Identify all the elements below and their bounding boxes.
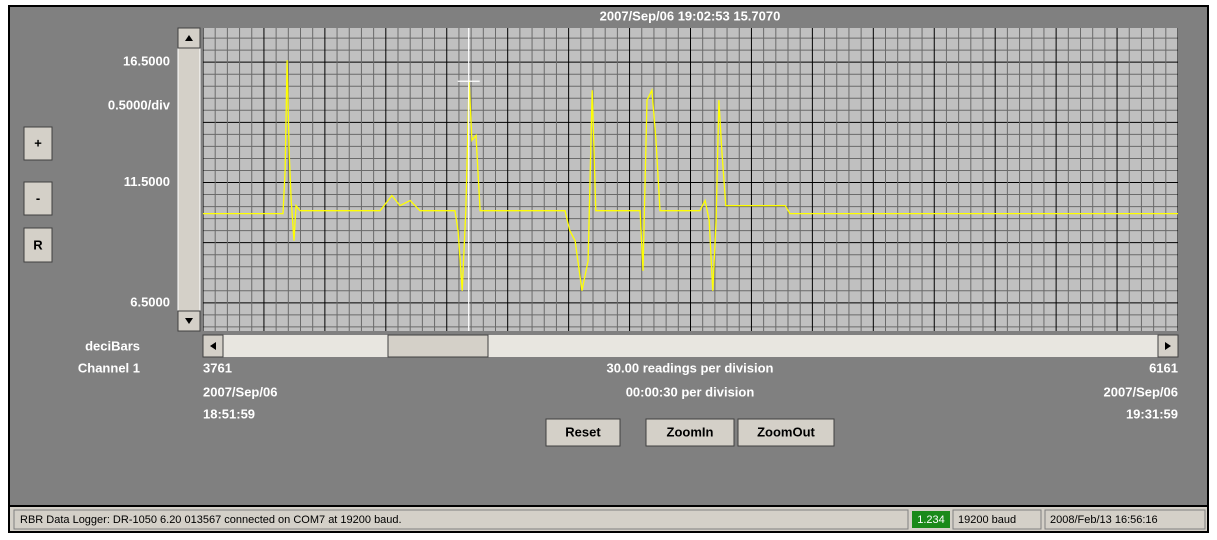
status-field: [952, 509, 1042, 530]
status-field: [1044, 509, 1206, 530]
button-label: -: [36, 190, 40, 205]
bottom-buttons: Reset ZoomIn ZoomOut: [545, 418, 835, 447]
arrow-left: [210, 342, 216, 350]
button-label: Reset: [565, 424, 601, 439]
status-message: RBR Data Logger: DR-1050 6.20 013567 con…: [20, 514, 402, 526]
start-time: 18:51:59: [203, 406, 255, 421]
start-date: 2007/Sep/06: [203, 384, 277, 399]
x-tick-label: 6161: [1149, 360, 1178, 375]
button-face[interactable]: [645, 418, 735, 447]
status-clock: 2008/Feb/13 16:56:16: [1050, 514, 1158, 526]
end-date: 2007/Sep/06: [1104, 384, 1178, 399]
reset-y-button[interactable]: R: [23, 227, 53, 263]
zoom-in-button[interactable]: +: [23, 126, 53, 161]
h-scroll-track: [203, 335, 1178, 357]
y-tick-label: 11.5000: [124, 174, 170, 189]
status-field: [13, 509, 909, 530]
cursor-readout: 2007/Sep/06 19:02:53 15.7070: [600, 8, 781, 23]
button-face[interactable]: [23, 227, 53, 263]
y-per-div: 0.5000/div: [108, 97, 171, 112]
h-scroll-thumb[interactable]: [387, 334, 489, 358]
grid: [203, 28, 1178, 331]
x-tick-label: 3761: [203, 360, 232, 375]
y-axis-label: deciBars: [85, 338, 140, 353]
trace: [203, 60, 1178, 291]
arrow-right: [1165, 342, 1171, 350]
channel: Channel 1: [78, 360, 140, 375]
v-scrollbar[interactable]: [177, 27, 201, 332]
reset-button[interactable]: Reset: [545, 418, 621, 447]
status-reading: 1.234: [917, 514, 945, 526]
reading-box: [912, 511, 950, 528]
arrow-up: [185, 35, 193, 41]
zoom-out-button[interactable]: -: [23, 181, 53, 216]
y-tick-label: 6.5000: [130, 294, 170, 309]
button-face[interactable]: [23, 126, 53, 161]
time-per-div: 00:00:30 per division: [626, 384, 755, 399]
plot: [203, 28, 1178, 331]
x-per-div: 30.00 readings per division: [607, 360, 774, 375]
zoomout-button[interactable]: ZoomOut: [737, 418, 835, 447]
button-label: +: [34, 135, 42, 150]
button-label: ZoomIn: [667, 424, 714, 439]
status-bar: [10, 507, 1207, 531]
status-baud: 19200 baud: [958, 514, 1016, 526]
v-scroll-thumb[interactable]: [177, 47, 201, 312]
button-label: R: [33, 237, 43, 252]
side-buttons: + - R: [23, 126, 53, 263]
button-face[interactable]: [737, 418, 835, 447]
h-scrollbar[interactable]: [202, 334, 1179, 358]
y-tick-label: 16.5000: [123, 54, 170, 69]
arrow-down: [185, 318, 193, 324]
end-time: 19:31:59: [1126, 406, 1178, 421]
button-label: ZoomOut: [757, 424, 815, 439]
zoomin-button[interactable]: ZoomIn: [645, 418, 735, 447]
button-face[interactable]: [545, 418, 621, 447]
button-face[interactable]: [23, 181, 53, 216]
